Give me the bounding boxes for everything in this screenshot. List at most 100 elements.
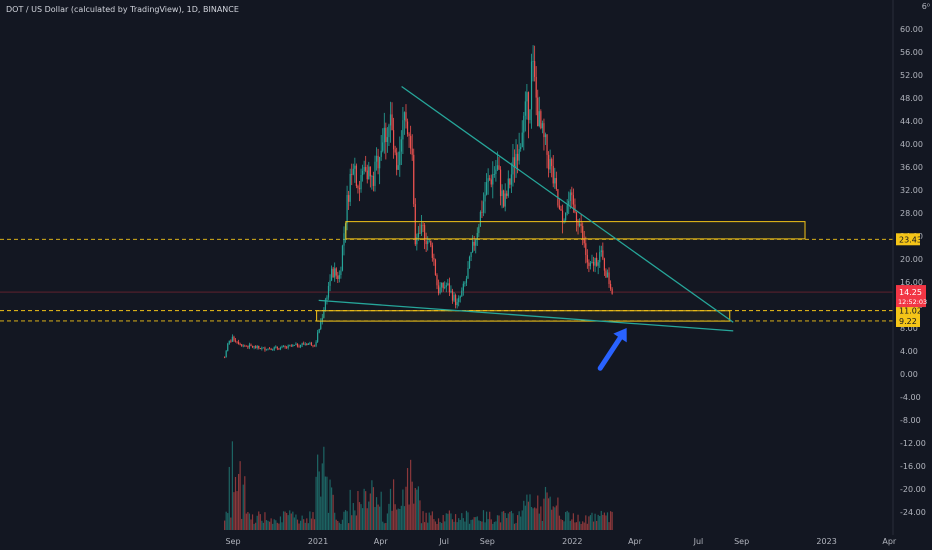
y-tick-label: -16.00: [900, 462, 926, 471]
candle-body: [596, 257, 598, 266]
candle-body: [467, 268, 469, 279]
candle-body: [566, 205, 568, 213]
volume-bar: [239, 461, 241, 530]
candle-body: [230, 340, 232, 342]
candle-body: [241, 344, 243, 346]
level-price-tag: [896, 314, 920, 327]
trendline[interactable]: [401, 85, 734, 323]
candle-body: [282, 346, 285, 348]
volume-bar: [250, 519, 252, 530]
trendline[interactable]: [318, 299, 734, 332]
candle-body: [575, 212, 578, 222]
candle-body: [558, 205, 561, 209]
zone-rectangle[interactable]: [345, 221, 806, 240]
candle-body: [530, 61, 533, 110]
candle-body: [403, 112, 406, 121]
volume-bar: [341, 519, 344, 530]
volume-bar: [515, 522, 517, 530]
candle-body: [228, 340, 230, 344]
candle-body: [495, 169, 497, 175]
candle-body: [513, 157, 516, 168]
volume-bar: [375, 497, 378, 530]
volume-bar: [493, 521, 495, 530]
volume-bar: [609, 511, 612, 530]
candle-body: [465, 278, 468, 283]
volume-bar: [251, 514, 254, 530]
volume-bar: [236, 491, 238, 530]
volume-bar: [337, 520, 339, 530]
candle-body: [453, 295, 455, 301]
y-tick-label: 52.00: [900, 71, 923, 80]
candle-body: [388, 125, 390, 138]
volume-bar: [541, 520, 543, 530]
volume-bar: [467, 512, 469, 530]
candle-body: [419, 233, 421, 234]
candle-body: [529, 109, 531, 121]
volume-bar: [465, 510, 468, 530]
candle-body: [605, 270, 607, 278]
candle-body: [475, 238, 477, 246]
candle-body: [422, 224, 424, 226]
volume-bar: [468, 523, 471, 530]
volume-bar: [459, 519, 461, 530]
last-price-tag: [896, 285, 926, 308]
candle-body: [289, 345, 291, 347]
volume-bar: [458, 518, 460, 530]
volume-bar: [272, 523, 274, 530]
time-axis[interactable]: Sep 2021 Apr Jul Sep 2022 Apr Jul Sep 2023 Apr: [225, 537, 896, 546]
candle-body: [268, 348, 271, 350]
volume-bar: [596, 520, 598, 530]
candle-body: [485, 182, 488, 195]
candle-body: [233, 336, 235, 341]
y-tick-label: -24.00: [900, 508, 926, 517]
volume-bar: [265, 520, 268, 530]
volume-bar: [430, 515, 432, 530]
candle-body: [580, 223, 582, 227]
volume-bar: [521, 510, 523, 530]
drawings[interactable]: [316, 85, 806, 371]
candle-body: [437, 285, 440, 294]
volume-bar: [233, 492, 235, 530]
arrow-head[interactable]: [613, 328, 627, 343]
candle-body: [544, 134, 547, 138]
y-tick-label: 44.00: [900, 117, 923, 126]
volume-bar: [414, 487, 416, 530]
candle-body: [520, 147, 522, 150]
settings-corner-label[interactable]: 6⁰: [921, 2, 930, 11]
arrow-shaft[interactable]: [597, 335, 623, 371]
candle-body: [425, 240, 427, 245]
volume-bar: [558, 515, 561, 530]
y-tick-label: 60.00: [900, 25, 923, 34]
candle-body: [532, 61, 534, 62]
volume-bar: [282, 511, 285, 530]
volume-bar: [416, 489, 418, 530]
volume-bar: [577, 514, 579, 530]
candle-body: [321, 317, 323, 322]
volume-bar: [554, 507, 556, 530]
candle-body: [298, 346, 300, 348]
candle-body: [537, 97, 539, 127]
candle-body: [554, 178, 556, 184]
volume-bar: [433, 519, 435, 530]
candle-body: [458, 297, 460, 303]
volume-bar: [606, 512, 609, 530]
candle-body: [365, 167, 367, 171]
volume-bar: [352, 503, 354, 530]
candle-body: [461, 290, 463, 297]
volume-bar: [591, 512, 593, 530]
volume-bar: [227, 513, 229, 530]
volume-bar: [383, 523, 385, 530]
volume-bar: [534, 507, 536, 530]
candle-body: [478, 226, 480, 234]
volume-bar: [524, 505, 526, 530]
candle-body: [396, 152, 398, 170]
candle-body: [279, 347, 282, 350]
candle-body: [484, 194, 486, 202]
volume-bar: [561, 520, 564, 530]
candle-body: [299, 345, 302, 347]
x-tick-label: Apr: [374, 537, 389, 546]
volume-bar: [351, 515, 353, 530]
candle-body: [402, 120, 404, 140]
volume-bar: [408, 504, 410, 530]
